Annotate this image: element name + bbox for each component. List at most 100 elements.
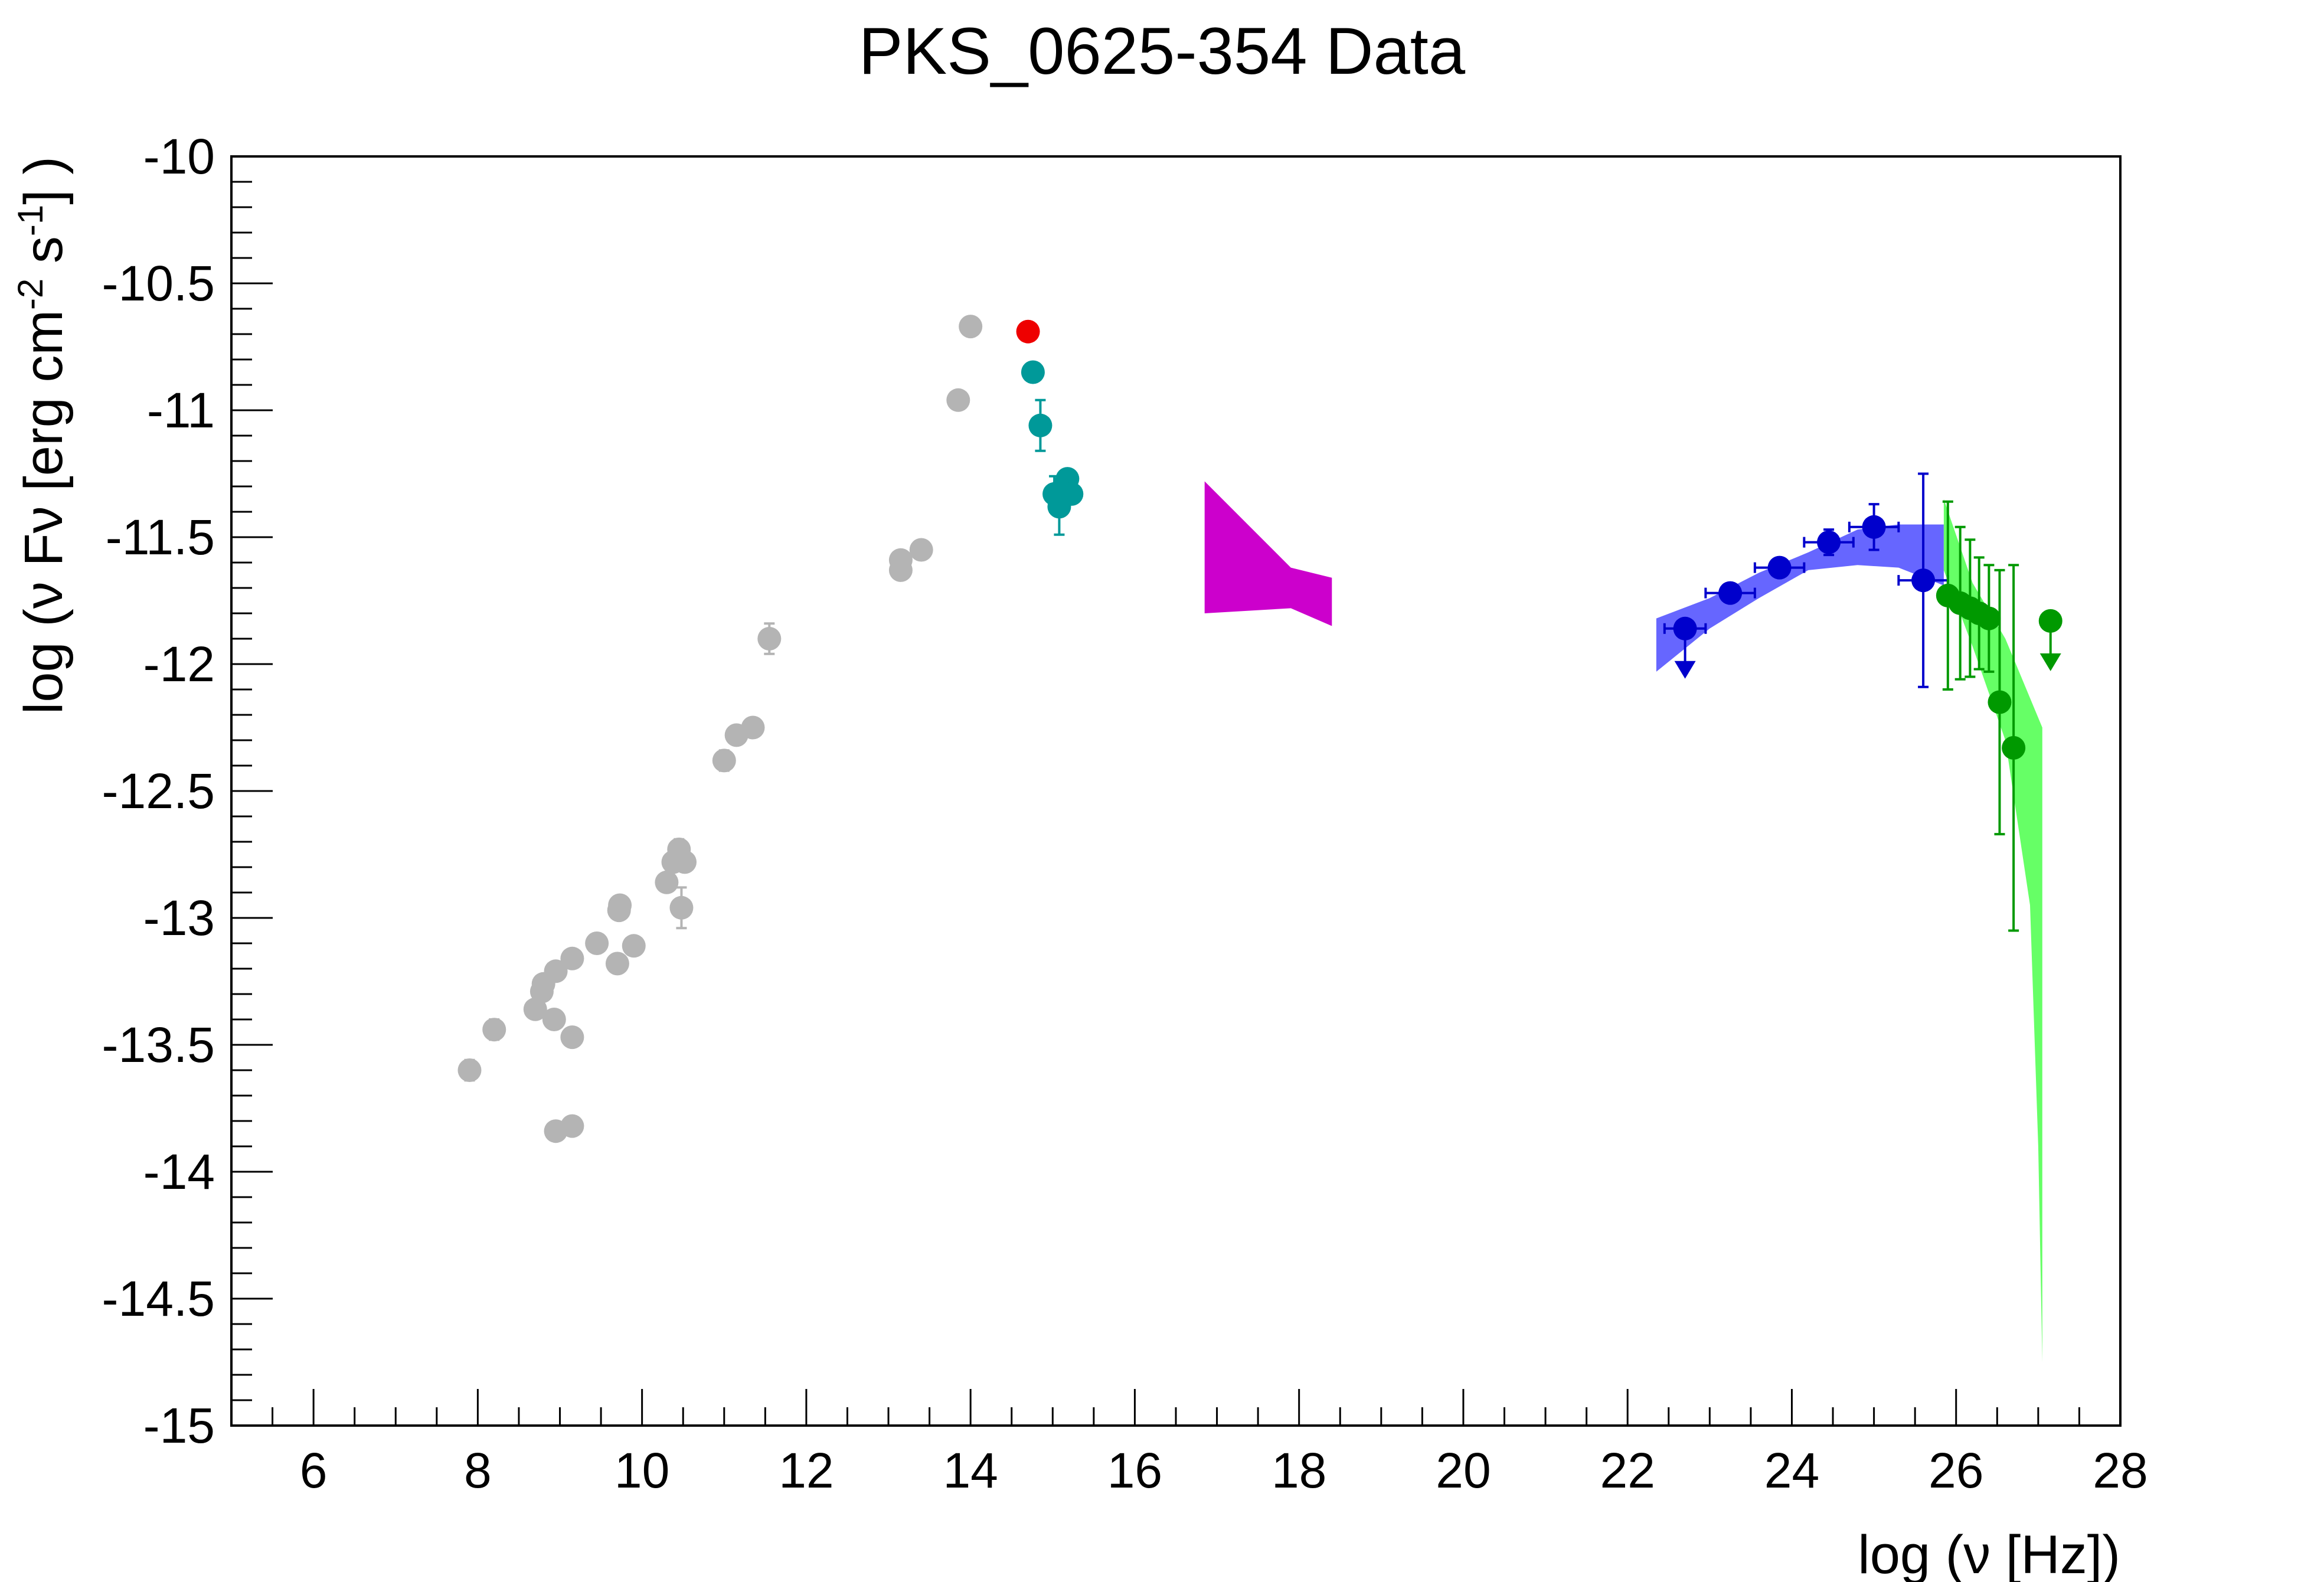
data-point <box>2002 564 2026 932</box>
y-axis-title: log (ν Fν [erg cm-2 s-1] ) <box>11 156 74 714</box>
data-marker <box>482 1018 506 1042</box>
data-marker <box>560 1114 584 1138</box>
data-marker <box>959 315 983 339</box>
data-point <box>757 622 782 655</box>
data-marker <box>1021 360 1045 384</box>
data-marker <box>457 1058 482 1082</box>
x-tick-label: 6 <box>300 1443 328 1498</box>
data-point <box>560 1114 584 1138</box>
data-marker <box>523 997 547 1021</box>
plot-frame <box>230 155 2122 1427</box>
data-marker <box>1911 568 1936 593</box>
data-marker <box>1673 616 1697 640</box>
data-point <box>888 548 913 572</box>
data-point <box>482 1018 506 1042</box>
data-marker <box>585 931 609 955</box>
data-point <box>1021 360 1045 384</box>
data-marker <box>673 850 697 874</box>
x-axis: 6 8 10 12 14 16 18 20 22 24 26 28 <box>230 1389 2148 1498</box>
data-point <box>585 931 609 955</box>
y-axis-title-end: ] ) <box>14 156 74 205</box>
data-marker <box>909 538 933 562</box>
band-0 <box>1204 481 1332 626</box>
data-marker <box>946 388 970 412</box>
y-tick-label: -13 <box>143 890 215 946</box>
x-tick-label: 24 <box>1764 1443 1819 1498</box>
y-axis-title-exp2: -1 <box>11 205 50 236</box>
points-layer <box>457 315 2062 1143</box>
data-marker <box>560 946 584 970</box>
x-axis-title: log (ν [Hz]) <box>1858 1525 2120 1582</box>
data-marker <box>1718 581 1743 605</box>
y-axis-title-exp1: -2 <box>11 279 50 310</box>
data-marker <box>888 548 913 572</box>
data-point <box>560 946 584 970</box>
x-tick-label: 22 <box>1600 1443 1655 1498</box>
x-tick-label: 14 <box>943 1443 998 1498</box>
data-point <box>1028 398 1052 452</box>
y-axis: -10 -10.5 -11 -11.5 -12 -12.5 -13 -13.5 -14 -14.5… <box>102 129 273 1453</box>
data-marker <box>712 748 736 773</box>
band-1 <box>1656 524 1944 672</box>
data-point <box>622 934 646 958</box>
data-marker <box>1016 319 1040 344</box>
y-axis-title-main: log (ν Fν [erg cm <box>14 310 74 714</box>
y-tick-label: -10 <box>143 129 215 184</box>
data-marker <box>1988 690 2012 714</box>
data-point <box>1977 564 2001 673</box>
data-marker <box>1060 482 1084 506</box>
data-point <box>1848 503 1900 551</box>
x-tick-label: 10 <box>614 1443 669 1498</box>
y-tick-label: -12 <box>143 636 215 692</box>
data-point <box>1803 528 1855 557</box>
x-tick-label: 26 <box>1929 1443 1983 1498</box>
bands-layer <box>1204 481 2042 1362</box>
y-tick-label: -11 <box>147 383 215 438</box>
data-marker <box>622 934 646 958</box>
data-point <box>959 315 983 339</box>
y-tick-label: -11.5 <box>106 509 215 565</box>
data-point <box>605 952 629 976</box>
y-tick-label: -14 <box>143 1144 215 1199</box>
data-point <box>669 886 694 930</box>
y-axis-title-mid: s <box>14 236 74 279</box>
data-point <box>1663 616 1707 679</box>
data-marker <box>741 715 765 740</box>
x-tick-label: 28 <box>2093 1443 2148 1498</box>
data-marker <box>605 952 629 976</box>
y-tick-label: -10.5 <box>102 256 215 311</box>
data-point <box>1753 555 1806 580</box>
data-marker <box>2002 736 2026 760</box>
data-point <box>741 715 765 740</box>
data-point <box>608 893 632 917</box>
data-point <box>544 959 568 983</box>
data-marker <box>1977 606 2001 630</box>
x-tick-label: 12 <box>779 1443 833 1498</box>
band-2 <box>1943 499 2042 1362</box>
data-marker <box>1767 555 1792 580</box>
y-tick-label: -15 <box>143 1398 215 1453</box>
data-point <box>1988 568 2012 836</box>
data-point <box>560 1025 584 1050</box>
y-tick-label: -13.5 <box>102 1017 215 1073</box>
data-point <box>673 850 697 874</box>
y-tick-label: -12.5 <box>102 763 215 819</box>
data-point <box>457 1058 482 1082</box>
data-marker <box>757 627 782 651</box>
upper-limit-arrow <box>2039 653 2061 671</box>
data-point <box>523 997 547 1021</box>
data-point <box>542 1008 566 1031</box>
data-marker <box>669 895 694 920</box>
data-point <box>1060 482 1084 506</box>
data-marker <box>560 1025 584 1050</box>
x-tick-label: 20 <box>1436 1443 1491 1498</box>
data-point <box>2038 609 2062 671</box>
data-marker <box>544 959 568 983</box>
x-tick-label: 16 <box>1107 1443 1162 1498</box>
data-point <box>655 870 679 894</box>
data-point <box>1704 581 1756 605</box>
data-point <box>1897 472 1949 688</box>
data-marker <box>2038 609 2062 633</box>
data-marker <box>542 1008 566 1031</box>
